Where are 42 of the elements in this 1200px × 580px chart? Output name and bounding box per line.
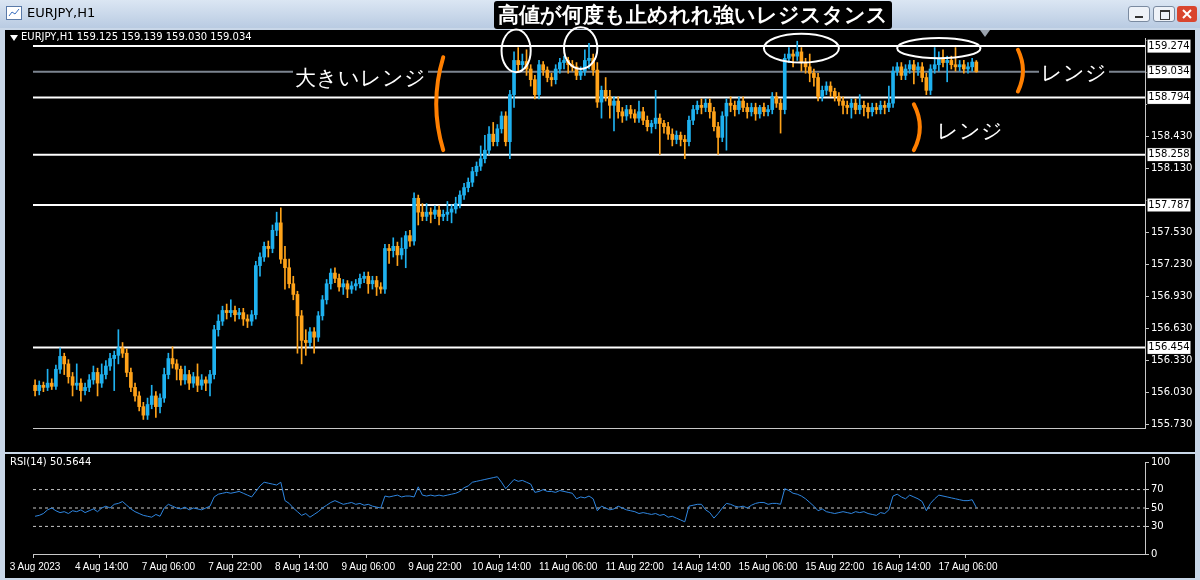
annotation: RSI(14) 50.5644 (10, 456, 92, 467)
ref-line-label: 156.454 (1148, 341, 1190, 353)
ref-line-label: 158.794 (1148, 91, 1190, 102)
x-tick-label: 16 Aug 14:00 (871, 560, 932, 572)
annotation: EURJPY,H1 159.125 159.139 159.030 159.034 (21, 31, 252, 42)
x-tick-label: 15 Aug 06:00 (738, 560, 798, 572)
y-tick-label: 100 (1151, 455, 1171, 467)
y-tick-label: 157.530 (1151, 226, 1193, 238)
y-tick-label: 156.330 (1151, 354, 1193, 366)
y-tick-label: 155.730 (1151, 418, 1193, 430)
ref-line-label: 159.274 (1148, 39, 1190, 51)
y-tick-label: 30 (1151, 519, 1164, 531)
x-tick-label: 11 Aug 22:00 (605, 560, 665, 572)
x-tick-label: 11 Aug 06:00 (539, 560, 598, 572)
y-tick-label: 70 (1151, 483, 1164, 495)
ref-line-label: 158.258 (1148, 148, 1190, 160)
x-tick-label: 14 Aug 14:00 (671, 560, 732, 572)
x-tick-label: 8 Aug 14:00 (274, 560, 329, 572)
text: EURJPY,H1 (27, 5, 96, 20)
y-tick-label: 0 (1151, 547, 1158, 559)
x-tick-label: 15 Aug 22:00 (805, 560, 865, 572)
x-tick-label: 17 Aug 06:00 (938, 560, 998, 572)
x-tick-label: 9 Aug 06:00 (341, 560, 396, 572)
x-tick-label: 10 Aug 14:00 (472, 560, 532, 572)
y-tick-label: 50 (1151, 501, 1164, 513)
ref-line-label: 157.787 (1148, 198, 1190, 210)
chart-title: 高値が何度も止めれれ強いレジスタンス (494, 1, 892, 29)
y-tick-label: 158.430 (1151, 129, 1193, 141)
y-tick-label: 158.130 (1151, 161, 1193, 173)
y-tick-label: 156.930 (1151, 290, 1193, 302)
x-tick-label: 4 Aug 14:00 (75, 560, 129, 572)
annotation: 大きいレンジ (293, 64, 429, 91)
x-tick-label: 3 Aug 2023 (9, 560, 61, 572)
annotation: レンジ (934, 117, 1005, 144)
y-tick-label: 157.230 (1151, 258, 1193, 270)
x-tick-label: 9 Aug 22:00 (408, 560, 463, 572)
y-tick-label: 156.630 (1151, 322, 1193, 334)
annotation: レンジ (1038, 60, 1109, 87)
ref-line-label: 159.034 (1148, 65, 1190, 77)
x-tick-label: 7 Aug 22:00 (208, 560, 263, 572)
y-tick-label: 156.030 (1151, 386, 1193, 398)
x-tick-label: 7 Aug 06:00 (141, 560, 196, 572)
